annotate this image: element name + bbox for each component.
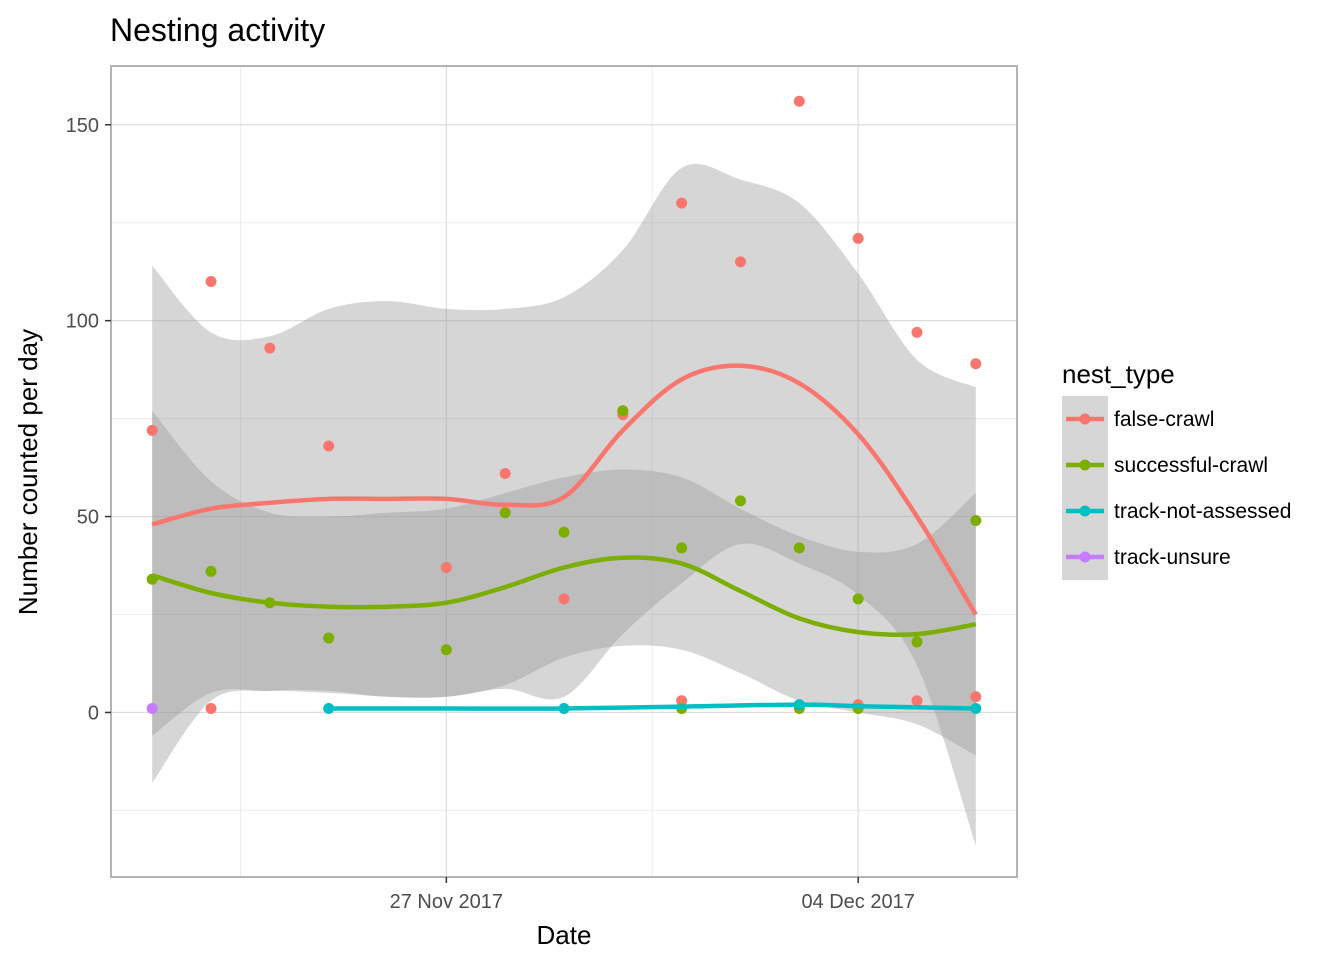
legend-label: false-crawl: [1114, 408, 1214, 431]
data-point-false-crawl: [852, 232, 864, 244]
panel-border: [110, 65, 1018, 878]
data-point-successful-crawl: [323, 632, 335, 644]
x-tick-label: 27 Nov 2017: [390, 891, 503, 913]
data-point-successful-crawl: [558, 526, 570, 538]
data-point-false-crawl: [793, 95, 805, 107]
major-gridlines: [111, 66, 1017, 877]
data-point-false-crawl: [146, 424, 158, 436]
legend-key-point: [1079, 459, 1091, 471]
x-axis: 27 Nov 2017 04 Dec 2017: [390, 877, 915, 913]
data-point-successful-crawl: [970, 514, 982, 526]
data-point-false-crawl: [676, 197, 688, 209]
chart-title: Nesting activity: [110, 12, 325, 48]
confidence-band-successful-crawl: [152, 410, 976, 756]
y-tick-label: 50: [77, 507, 99, 529]
plot-panel: [110, 65, 1018, 878]
data-point-false-crawl: [970, 358, 982, 370]
legend-keys: false-crawl successful-crawl track-not-ass…: [1062, 396, 1291, 580]
legend-item-track-not-assessed: track-not-assessed: [1062, 488, 1291, 534]
confidence-bands: [152, 163, 976, 846]
smooth-line-track-not-assessed: [328, 702, 976, 711]
data-point-false-crawl: [323, 440, 335, 452]
data-point-track-not-assessed: [970, 703, 982, 715]
y-axis-label: Number counted per day: [13, 329, 43, 615]
data-point-successful-crawl: [734, 495, 746, 507]
data-point-false-crawl: [264, 342, 276, 354]
data-point-false-crawl: [911, 695, 923, 707]
legend: nest_type false-crawl successful-crawl tra…: [1062, 359, 1291, 580]
legend-item-track-unsure: track-unsure: [1062, 534, 1231, 580]
data-point-false-crawl: [911, 326, 923, 338]
data-point-track-not-assessed: [323, 703, 335, 715]
y-tick-label: 150: [66, 115, 99, 137]
data-point-successful-crawl: [205, 565, 217, 577]
legend-item-false-crawl: false-crawl: [1062, 396, 1214, 442]
y-tick-label: 0: [88, 702, 99, 724]
legend-label: successful-crawl: [1114, 454, 1268, 477]
smooth-line-false-crawl: [151, 363, 978, 616]
data-point-false-crawl: [440, 561, 452, 573]
data-points: [146, 95, 982, 715]
data-point-successful-crawl: [617, 405, 629, 417]
y-axis: 0 50 100 150: [66, 115, 111, 724]
data-point-false-crawl: [734, 256, 746, 268]
smooth-line-successful-crawl: [151, 555, 977, 637]
minor-gridlines: [111, 66, 1017, 877]
legend-item-successful-crawl: successful-crawl: [1062, 442, 1268, 488]
data-point-false-crawl: [499, 467, 511, 479]
data-point-successful-crawl: [911, 636, 923, 648]
x-tick-label: 04 Dec 2017: [801, 891, 914, 913]
legend-label: track-unsure: [1114, 546, 1231, 569]
data-point-successful-crawl: [499, 507, 511, 519]
data-point-successful-crawl: [440, 644, 452, 656]
legend-key-point: [1079, 505, 1091, 517]
panel-background: [111, 66, 1017, 877]
smooth-lines: [151, 363, 978, 711]
x-axis-label: Date: [537, 920, 592, 950]
data-point-false-crawl: [558, 593, 570, 605]
legend-key-point: [1079, 413, 1091, 425]
legend-title: nest_type: [1062, 359, 1175, 389]
data-point-successful-crawl: [852, 593, 864, 605]
confidence-band-false-crawl: [152, 163, 976, 846]
data-point-false-crawl: [205, 275, 217, 287]
legend-label: track-not-assessed: [1114, 500, 1291, 523]
data-point-false-crawl: [676, 695, 688, 707]
data-point-false-crawl: [970, 691, 982, 703]
data-point-false-crawl: [205, 703, 217, 715]
y-tick-label: 100: [66, 311, 99, 333]
data-point-successful-crawl: [793, 542, 805, 554]
data-point-successful-crawl: [676, 542, 688, 554]
legend-key-point: [1079, 551, 1091, 563]
data-point-track-unsure: [146, 703, 158, 715]
